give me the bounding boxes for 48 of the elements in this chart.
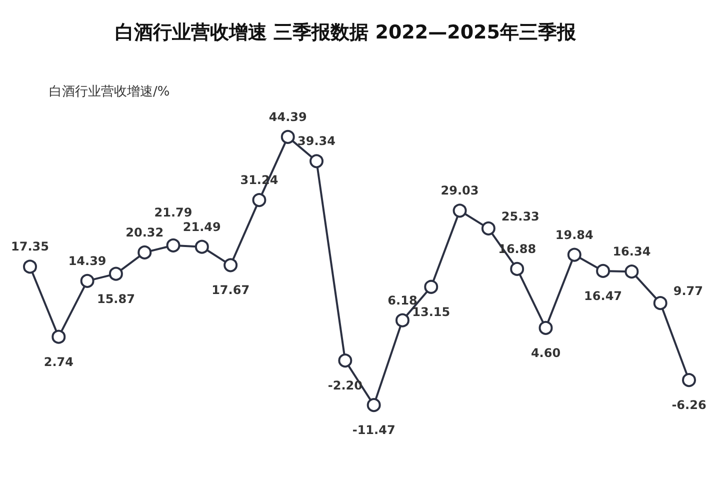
data-label: 15.87 <box>96 292 135 306</box>
point <box>252 193 266 208</box>
point <box>194 240 209 254</box>
data-label: 20.32 <box>126 225 164 240</box>
data-label: 16.34 <box>612 244 651 259</box>
data-label: 14.39 <box>68 254 106 268</box>
point <box>366 398 381 412</box>
point <box>481 221 496 236</box>
point <box>224 258 238 272</box>
point <box>596 264 610 278</box>
point <box>80 274 94 288</box>
data-label: 29.03 <box>440 184 479 198</box>
point <box>23 260 37 274</box>
point <box>567 248 582 262</box>
point <box>653 296 668 310</box>
point <box>424 280 438 294</box>
data-label: 39.34 <box>298 134 336 148</box>
data-label: -2.20 <box>328 378 362 393</box>
data-label: -11.47 <box>352 423 396 438</box>
data-label: 21.49 <box>182 220 221 234</box>
point <box>166 238 180 252</box>
point <box>52 330 66 344</box>
data-label: 17.67 <box>212 283 250 298</box>
data-label: 13.15 <box>412 304 450 319</box>
data-label: 4.60 <box>530 346 561 360</box>
chart-title: 白酒行业营收增速 三季报数据 2022—2025年三季报 <box>115 22 577 44</box>
data-label: 44.39 <box>268 110 307 124</box>
data-label: 19.84 <box>555 228 594 242</box>
point <box>452 204 467 218</box>
text: 白酒行业营收增速/% <box>49 84 170 100</box>
data-label: 21.79 <box>154 205 192 220</box>
data-label: -6.26 <box>672 398 706 412</box>
point <box>538 320 553 335</box>
data-label: 6.18 <box>388 293 418 308</box>
data-label: 17.35 <box>11 240 49 254</box>
point <box>310 154 324 168</box>
point <box>395 313 410 328</box>
point <box>624 264 639 279</box>
data-label: 16.47 <box>584 288 622 303</box>
point <box>338 354 352 368</box>
point <box>682 373 696 388</box>
point <box>108 266 123 281</box>
data-label: 25.33 <box>501 209 540 224</box>
data-label: 9.77 <box>673 284 703 298</box>
point <box>280 130 295 144</box>
point <box>138 245 152 260</box>
data-label: 2.74 <box>44 354 74 369</box>
point <box>510 262 524 276</box>
